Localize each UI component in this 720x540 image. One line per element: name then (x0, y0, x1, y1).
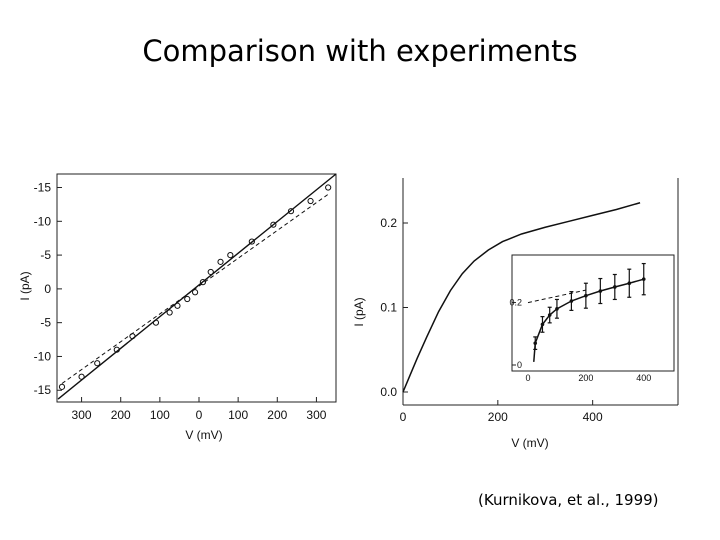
left-y-tick-label: -10 (34, 214, 52, 228)
citation-text: (Kurnikova, et al., 1999) (478, 491, 659, 509)
left-y-axis-label: I (pA) (18, 271, 32, 300)
inset-plot: 0 0.2 0 200 400 (509, 254, 675, 383)
left-dashed-line (61, 193, 329, 384)
inset-y-tick-label: 0 (517, 360, 522, 370)
right-x-tick-label: 400 (583, 410, 603, 424)
left-x-tick-label: 100 (228, 408, 248, 422)
left-data-point (191, 289, 199, 296)
right-y-axis-label: I (pA) (352, 297, 366, 326)
left-data-point (307, 197, 314, 205)
inset-data-point (555, 307, 559, 311)
left-x-tick-label: 300 (72, 408, 92, 422)
left-y-tick-label: -15 (34, 181, 52, 195)
left-data-point (325, 184, 332, 191)
right-y-tick-label: 0.0 (380, 385, 397, 399)
inset-x-tick-label: 400 (636, 373, 651, 383)
left-y-tick-label: -5 (40, 316, 51, 330)
right-x-tick-label: 0 (400, 410, 407, 424)
left-x-tick-label: 200 (267, 408, 287, 422)
right-x-axis-label: V (mV) (511, 436, 548, 450)
inset-y-tick-label: 0.2 (509, 298, 522, 308)
left-y-tick-label: -5 (40, 248, 51, 262)
left-x-tick-label: 0 (196, 408, 203, 422)
right-y-tick-label: 0.2 (380, 216, 397, 230)
left-plot-frame (56, 173, 337, 403)
inset-data-point (627, 281, 632, 286)
left-data-point (94, 360, 101, 367)
inset-data-point (547, 313, 552, 317)
inset-data-point (584, 293, 588, 298)
left-y-tick-label: -10 (34, 349, 52, 363)
inset-x-tick-label: 0 (525, 373, 530, 383)
left-y-tick-label: -15 (34, 383, 52, 397)
left-y-tick-label: 0 (44, 282, 51, 296)
inset-data-point (540, 322, 545, 327)
inset-x-tick-label: 200 (578, 373, 593, 383)
left-data-point (217, 258, 224, 265)
left-data-point (184, 295, 191, 303)
inset-data-point (533, 341, 538, 345)
left-data-point (227, 251, 234, 259)
inset-frame (511, 254, 675, 372)
right-x-tick-label: 200 (488, 410, 508, 424)
left-x-tick-label: 100 (150, 408, 170, 422)
inset-data-point (641, 277, 646, 281)
inset-data-point (613, 285, 617, 289)
left-iv-plot: -15 -10 -5 0 -5 -10 -15 300 200 100 0 100 200 300 V … (18, 173, 337, 442)
inset-dashed-line (527, 289, 586, 304)
inset-data-point (598, 289, 603, 293)
left-x-axis-label: V (mV) (185, 428, 222, 442)
right-iv-plot: 0.0 0.1 0.2 0 200 400 V (mV) I (pA) 0 0.2 0 20… (352, 178, 679, 450)
left-x-tick-label: 300 (306, 408, 326, 422)
slide-title: Comparison with experiments (142, 34, 578, 68)
left-fit-line (57, 173, 337, 400)
right-curve (402, 201, 641, 393)
left-x-tick-label: 200 (111, 408, 131, 422)
left-data-point (58, 383, 66, 390)
inset-data-point (569, 299, 574, 303)
left-data-point (166, 309, 173, 316)
right-y-tick-label: 0.1 (380, 301, 397, 315)
